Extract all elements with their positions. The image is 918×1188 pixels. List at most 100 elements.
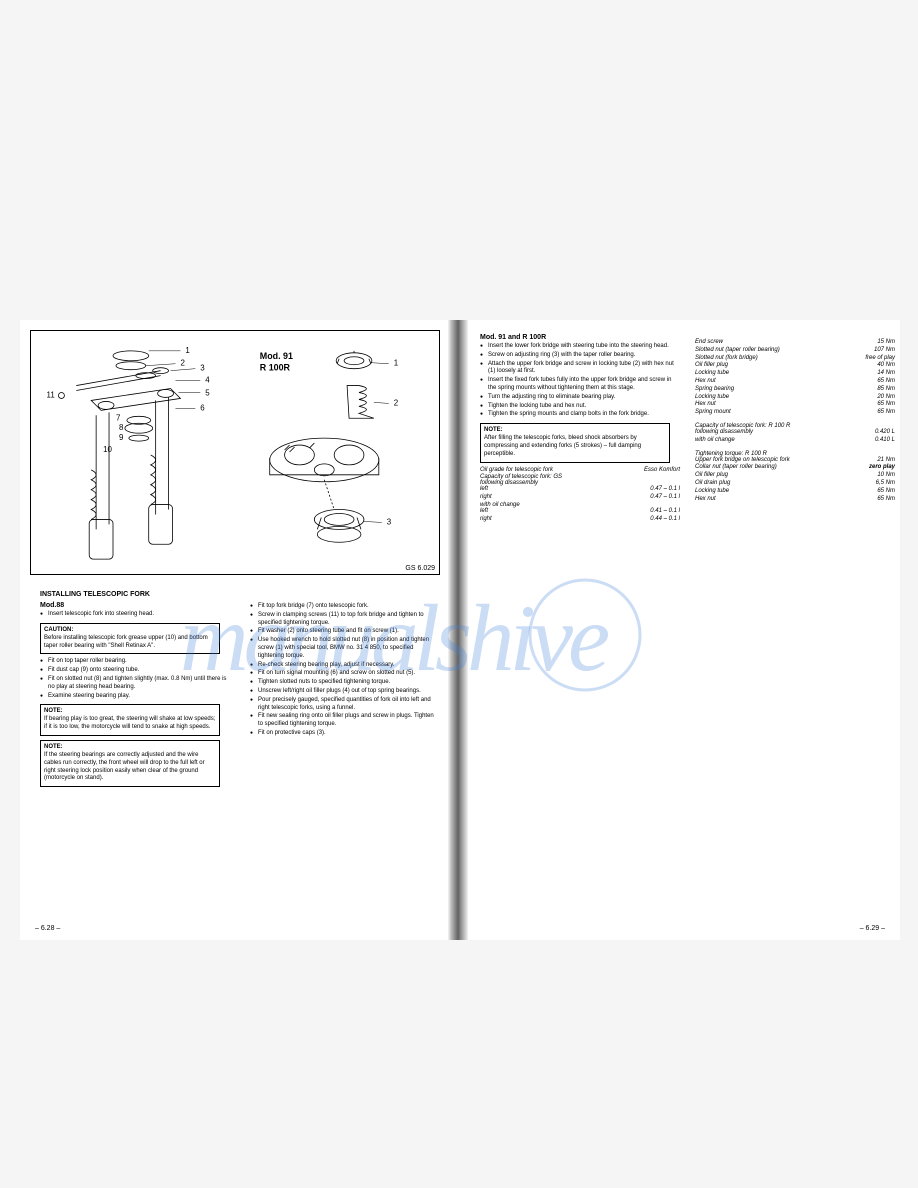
spec-value: 14 Nm xyxy=(877,370,895,378)
content-columns: INSTALLING TELESCOPIC FORK Mod.88 Insert… xyxy=(30,585,440,791)
mod91-list: Insert the lower fork bridge with steeri… xyxy=(480,343,680,419)
spec-label: Locking tube xyxy=(695,394,729,402)
bullets2-list: Fit top fork bridge (7) onto telescopic … xyxy=(250,603,440,738)
diagram-num-9: 9 xyxy=(119,433,124,442)
spec-value: 65 Nm xyxy=(877,496,895,504)
note1-box: NOTE: If bearing play is too great, the … xyxy=(40,704,220,736)
right-page: Mod. 91 and R 100R Insert the lower fork… xyxy=(460,320,900,940)
diagram-num-11: 11 xyxy=(47,390,56,399)
right-note-box: NOTE: After filling the telescopic forks… xyxy=(480,423,670,462)
list-item: Pour precisely gauged, specified quantit… xyxy=(250,697,440,713)
note2-title: NOTE: xyxy=(44,744,216,750)
spec-value: free of play xyxy=(865,355,895,363)
spec-value: 85 Nm xyxy=(877,386,895,394)
fork-diagram: 1 2 3 4 5 6 7 8 9 10 11 Mod. 91 R 100R xyxy=(31,331,439,574)
list-item: Attach the upper fork bridge and screw i… xyxy=(480,361,680,377)
oil-grade-value: Esso Komfort xyxy=(644,467,680,475)
gs-right-val: 0.47 – 0.1 l xyxy=(650,494,680,502)
left-column: INSTALLING TELESCOPIC FORK Mod.88 Insert… xyxy=(30,585,230,791)
list-item: Fit top fork bridge (7) onto telescopic … xyxy=(250,603,440,611)
spec-label: Locking tube xyxy=(695,488,729,496)
note1-title: NOTE: xyxy=(44,708,216,714)
note1-text: If bearing play is too great, the steeri… xyxy=(44,716,216,732)
spec-value: 65 Nm xyxy=(877,401,895,409)
spec-value: zero play xyxy=(869,464,895,472)
list-item: Fit on protective caps (3). xyxy=(250,730,440,738)
spec-value: 40 Nm xyxy=(877,362,895,370)
mod91-heading: Mod. 91 and R 100R xyxy=(480,334,680,341)
right-content: Mod. 91 and R 100R Insert the lower fork… xyxy=(470,334,890,524)
spec-label: Hex nut xyxy=(695,401,716,409)
right-column: Fit top fork bridge (7) onto telescopic … xyxy=(240,585,440,791)
section-title: INSTALLING TELESCOPIC FORK xyxy=(40,591,230,598)
spec-label: Oil drain plug xyxy=(695,480,730,488)
list-item: Re-check steering bearing play, adjust i… xyxy=(250,662,440,670)
list-item: Turn the adjusting ring to eliminate bea… xyxy=(480,394,680,402)
list-item: Screw in clamping screws (11) to top for… xyxy=(250,612,440,628)
diagram-num-8: 8 xyxy=(119,423,124,432)
diagram-num-5: 5 xyxy=(205,388,210,397)
model-label-2: R 100R xyxy=(260,363,291,373)
oil-grade-label: Oil grade for telescopic fork xyxy=(480,467,553,475)
r100r-sub1: following disassembly xyxy=(695,429,753,437)
spec-label: Hex nut xyxy=(695,378,716,386)
list-item: Examine steering bearing play. xyxy=(40,693,230,701)
list-item: Fit on turn signal mounting (6) and scre… xyxy=(250,670,440,678)
list-item: Insert the fixed fork tubes fully into t… xyxy=(480,377,680,393)
r100r-val2: 0.410 L xyxy=(875,437,895,445)
bullets1-list: Fit on top taper roller bearing. Fit dus… xyxy=(40,658,230,700)
right-specs-column: End screw15 Nm Slotted nut (taper roller… xyxy=(695,339,895,503)
gs-left-val2: 0.41 – 0.1 l xyxy=(650,508,680,516)
gs-right-label2: right xyxy=(480,516,492,524)
spec-label: Locking tube xyxy=(695,370,729,378)
gs-left-val: 0.47 – 0.1 l xyxy=(650,486,680,494)
note2-text: If the steering bearings are correctly a… xyxy=(44,752,216,783)
caution-text: Before installing telescopic fork grease… xyxy=(44,635,216,651)
r-diagram-num-3: 3 xyxy=(387,517,392,526)
spec-label: Oil filler plug xyxy=(695,472,728,480)
diagram-num-6: 6 xyxy=(200,403,205,412)
list-item: Fit dust cap (9) onto steering tube. xyxy=(40,667,230,675)
diagram-num-7: 7 xyxy=(116,413,120,422)
caution-title: CAUTION: xyxy=(44,627,216,633)
caution-box: CAUTION: Before installing telescopic fo… xyxy=(40,623,220,655)
capacity-r100r: Capacity of telescopic fork: R 100 R fol… xyxy=(695,423,895,445)
page-number-left: – 6.28 – xyxy=(35,925,60,932)
list-item: Screw on adjusting ring (3) with the tap… xyxy=(480,352,680,360)
gs-left-label: left xyxy=(480,486,488,494)
list-item: Fit new sealing ring onto oil filler plu… xyxy=(250,713,440,729)
right-left-column: Mod. 91 and R 100R Insert the lower fork… xyxy=(470,334,680,524)
spec-value: 65 Nm xyxy=(877,378,895,386)
binding-shadow xyxy=(448,320,468,940)
spec-label: Upper fork bridge on telescopic fork xyxy=(695,457,790,465)
r-diagram-num-2: 2 xyxy=(394,398,398,407)
diagram-ref-label: GS 6.029 xyxy=(405,565,435,572)
gs-left-label2: left xyxy=(480,508,488,516)
left-page: 1 2 3 4 5 6 7 8 9 10 11 Mod. 91 R 100R xyxy=(20,320,450,940)
spec-label: Slotted nut (taper roller bearing) xyxy=(695,347,780,355)
spec-value: 15 Nm xyxy=(877,339,895,347)
model-label-1: Mod. 91 xyxy=(260,351,293,361)
right-note-title: NOTE: xyxy=(484,427,666,433)
list-item: Fit on top taper roller bearing. xyxy=(40,658,230,666)
list-item: Tighten slotted nuts to specified tighte… xyxy=(250,679,440,687)
list-item: Insert telescopic fork into steering hea… xyxy=(40,611,230,619)
diagram-num-4: 4 xyxy=(205,376,210,385)
spec-label: Spring bearing xyxy=(695,386,734,394)
spec-label: Slotted nut (fork bridge) xyxy=(695,355,758,363)
tightening-table: Tightening torque: R 100 R Upper fork br… xyxy=(695,451,895,504)
list-item: Insert the lower fork bridge with steeri… xyxy=(480,343,680,351)
right-note-text: After filling the telescopic forks, blee… xyxy=(484,435,666,458)
r-diagram-num-1: 1 xyxy=(394,359,399,368)
mod88-list: Insert telescopic fork into steering hea… xyxy=(40,611,230,619)
capacity-gs-spec: Capacity of telescopic fork: GS followin… xyxy=(480,474,680,523)
spec-value: 10 Nm xyxy=(877,472,895,480)
spec-value: 107 Nm xyxy=(874,347,895,355)
list-item: Fit washer (2) onto steering tube and fi… xyxy=(250,628,440,636)
gs-right-val2: 0.44 – 0.1 l xyxy=(650,516,680,524)
spec-label: Spring mount xyxy=(695,409,731,417)
spec-label: Oil filler plug xyxy=(695,362,728,370)
diagram-num-3: 3 xyxy=(200,364,205,373)
gs-right-label: right xyxy=(480,494,492,502)
page-number-right: – 6.29 – xyxy=(860,925,885,932)
